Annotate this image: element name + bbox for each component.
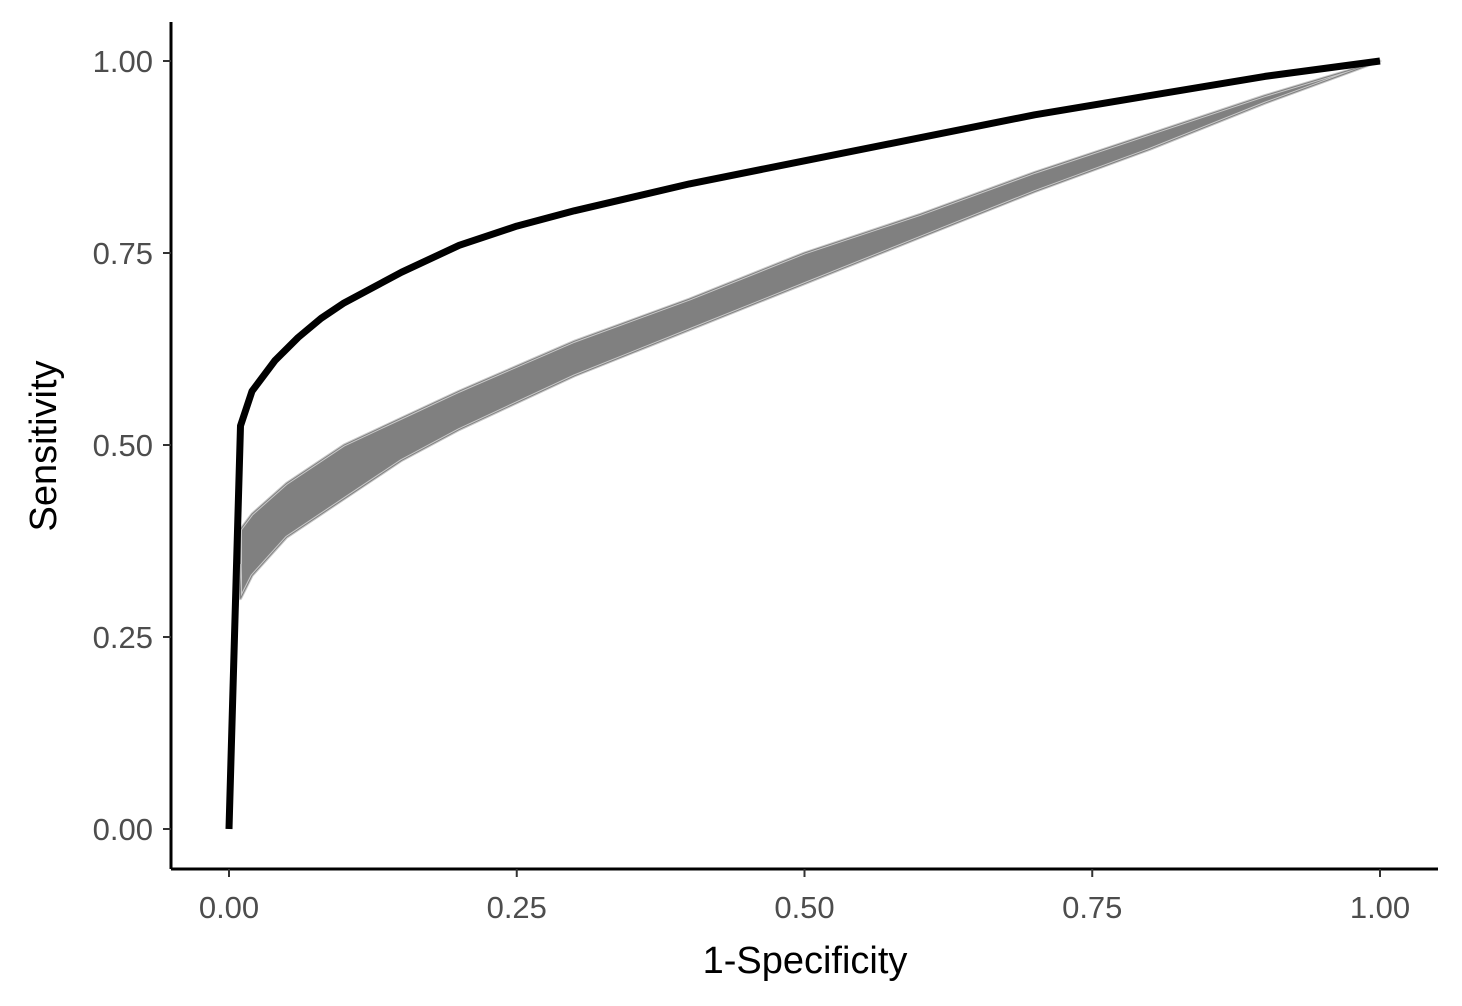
x-tick-label: 1.00 — [1350, 890, 1410, 925]
y-tick-label: 0.00 — [93, 812, 153, 847]
roc-line-0 — [225, 57, 1381, 830]
x-tick-label: 0.00 — [199, 890, 259, 925]
simulated-curves-band — [233, 59, 1382, 638]
x-tick-label: 0.50 — [774, 890, 834, 925]
band-area — [239, 59, 1382, 601]
y-axis-title: Sensitivity — [23, 360, 65, 531]
band-outline — [240, 60, 1381, 599]
y-tick-label: 0.25 — [93, 620, 153, 655]
x-axis-ticks: 0.00 0.25 0.50 0.75 1.00 — [199, 869, 1410, 925]
x-tick-label: 0.75 — [1062, 890, 1122, 925]
y-tick-label: 1.00 — [93, 44, 153, 79]
x-axis-title: 1-Specificity — [703, 940, 908, 982]
x-tick-label: 0.25 — [487, 890, 547, 925]
main-roc-curve — [225, 57, 1381, 830]
y-tick-label: 0.75 — [93, 236, 153, 271]
y-tick-label: 0.50 — [93, 428, 153, 463]
y-axis-ticks: 0.00 0.25 0.50 0.75 1.00 — [93, 44, 171, 847]
